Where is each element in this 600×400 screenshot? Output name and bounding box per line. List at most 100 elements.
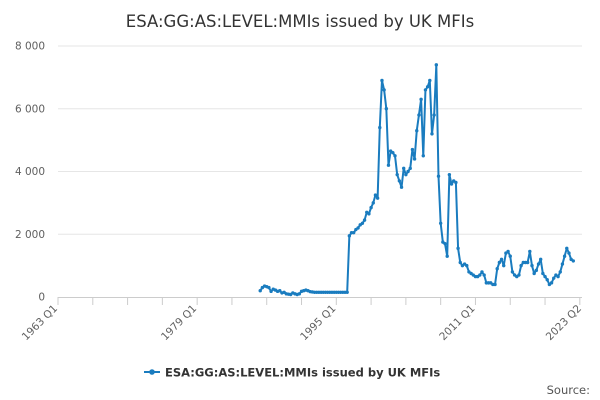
- data-point[interactable]: [562, 254, 567, 258]
- data-point[interactable]: [404, 172, 408, 177]
- data-point[interactable]: [434, 63, 439, 67]
- data-point[interactable]: [458, 260, 462, 265]
- data-point[interactable]: [438, 221, 443, 225]
- data-point[interactable]: [347, 234, 352, 238]
- legend[interactable]: ESA:GG:AS:LEVEL:MMIs issued by UK MFIs: [144, 366, 440, 380]
- series-line[interactable]: [259, 63, 575, 296]
- data-point[interactable]: [417, 113, 421, 117]
- data-point[interactable]: [267, 285, 271, 290]
- data-point[interactable]: [567, 251, 571, 255]
- data-point[interactable]: [556, 274, 560, 279]
- data-point[interactable]: [375, 196, 380, 200]
- data-point[interactable]: [549, 281, 554, 285]
- data-point[interactable]: [493, 282, 497, 287]
- data-point[interactable]: [367, 212, 371, 216]
- data-point[interactable]: [497, 260, 502, 265]
- data-point[interactable]: [399, 185, 404, 189]
- data-point[interactable]: [380, 78, 384, 83]
- data-point[interactable]: [465, 263, 469, 268]
- data-point[interactable]: [532, 271, 536, 276]
- data-point[interactable]: [480, 270, 484, 274]
- data-point[interactable]: [393, 154, 397, 158]
- data-point[interactable]: [447, 172, 452, 177]
- series-layer: [258, 63, 575, 297]
- data-point[interactable]: [558, 270, 562, 274]
- data-point[interactable]: [345, 290, 349, 294]
- data-point[interactable]: [536, 262, 541, 266]
- data-point[interactable]: [508, 254, 512, 258]
- legend-label: ESA:GG:AS:LEVEL:MMIs issued by UK MFIs: [165, 366, 440, 380]
- data-point[interactable]: [541, 271, 545, 276]
- x-tick-label: 2011 Q1: [437, 303, 477, 343]
- data-point[interactable]: [534, 268, 539, 273]
- data-point[interactable]: [402, 166, 406, 171]
- data-point[interactable]: [430, 132, 434, 136]
- data-point[interactable]: [362, 218, 367, 222]
- data-point[interactable]: [428, 78, 432, 83]
- data-point[interactable]: [445, 254, 449, 258]
- data-point[interactable]: [369, 205, 373, 210]
- data-point[interactable]: [482, 273, 486, 277]
- data-point[interactable]: [538, 257, 543, 262]
- y-tick-label: 4 000: [15, 166, 45, 178]
- data-point[interactable]: [412, 157, 417, 161]
- grid-lines: [58, 45, 582, 235]
- data-point[interactable]: [356, 226, 360, 230]
- data-point[interactable]: [565, 246, 569, 251]
- data-point[interactable]: [415, 129, 419, 133]
- data-point[interactable]: [421, 154, 425, 158]
- data-point[interactable]: [552, 276, 556, 280]
- data-point[interactable]: [545, 278, 549, 282]
- data-point[interactable]: [571, 259, 575, 263]
- data-point[interactable]: [519, 263, 523, 268]
- data-point[interactable]: [443, 241, 447, 246]
- data-point[interactable]: [454, 180, 458, 185]
- chart-title: ESA:GG:AS:LEVEL:MMIs issued by UK MFIs: [126, 12, 474, 31]
- data-point[interactable]: [449, 182, 454, 186]
- x-tick-label: 1979 Q1: [159, 303, 199, 343]
- data-point[interactable]: [406, 169, 410, 174]
- source-label: Source:: [547, 383, 590, 397]
- data-point[interactable]: [495, 267, 499, 271]
- data-point[interactable]: [408, 166, 412, 171]
- data-point[interactable]: [384, 107, 389, 111]
- data-point[interactable]: [419, 97, 423, 102]
- data-point[interactable]: [382, 88, 386, 92]
- data-point[interactable]: [371, 201, 375, 205]
- data-point[interactable]: [425, 85, 430, 89]
- data-point[interactable]: [456, 246, 460, 251]
- data-point[interactable]: [391, 150, 395, 155]
- data-point[interactable]: [543, 274, 547, 279]
- data-point[interactable]: [502, 263, 506, 268]
- data-point[interactable]: [378, 125, 382, 130]
- data-point[interactable]: [360, 221, 365, 225]
- data-point[interactable]: [506, 249, 510, 254]
- data-point[interactable]: [397, 179, 402, 183]
- data-point[interactable]: [436, 174, 441, 178]
- legend-point-marker: [149, 369, 155, 375]
- data-point[interactable]: [297, 292, 302, 296]
- data-point[interactable]: [499, 257, 504, 262]
- data-point[interactable]: [352, 230, 356, 235]
- data-point[interactable]: [528, 249, 532, 254]
- x-axis: 1963 Q1 1979 Q1 1995 Q1 2011 Q1 2023 Q2: [20, 297, 584, 343]
- data-point[interactable]: [423, 88, 428, 92]
- data-point[interactable]: [373, 193, 378, 197]
- data-point[interactable]: [395, 172, 399, 177]
- data-point[interactable]: [525, 260, 530, 265]
- y-tick-label: 0: [38, 292, 45, 304]
- data-point[interactable]: [510, 270, 515, 274]
- data-point[interactable]: [258, 289, 262, 293]
- data-point[interactable]: [278, 289, 282, 293]
- data-point[interactable]: [560, 262, 565, 266]
- data-point[interactable]: [410, 147, 415, 152]
- data-point[interactable]: [530, 263, 534, 268]
- data-point[interactable]: [478, 273, 482, 277]
- y-axis-ticks: 0 2 000 4 000 6 000 8 000: [15, 41, 45, 304]
- data-point[interactable]: [269, 289, 273, 294]
- x-tick-label: 1995 Q1: [298, 303, 338, 343]
- data-point[interactable]: [386, 163, 391, 167]
- data-point[interactable]: [517, 273, 521, 277]
- data-point[interactable]: [432, 113, 436, 117]
